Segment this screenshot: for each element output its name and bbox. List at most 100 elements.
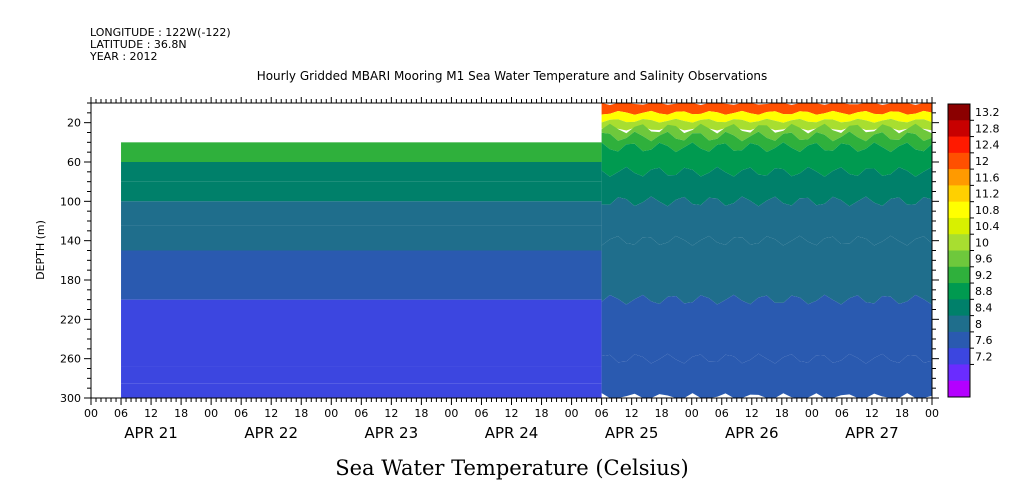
- heatmap-band-after-10: [601, 353, 932, 398]
- colorbar-swatch: [948, 169, 970, 186]
- x-tick-label: 06: [234, 407, 248, 420]
- x-tick-label: 00: [84, 407, 98, 420]
- colorbar-label: 7.6: [975, 334, 993, 347]
- colorbar-label: 8.4: [975, 301, 993, 314]
- heatmap-band-before-1: [121, 162, 602, 182]
- colorbar-swatch: [948, 266, 970, 284]
- colorbar-swatch: [948, 185, 970, 203]
- heatmap-band-after-4: [601, 131, 932, 153]
- colorbar-swatch: [948, 120, 970, 138]
- x-tick-label: 12: [505, 407, 519, 420]
- x-tick-label: 06: [595, 407, 609, 420]
- x-tick-label: 12: [865, 407, 879, 420]
- axes: 00 06 12 18 00 06 12 18 00 06 12 18 00 06 12 18 00 06 12 18…: [60, 97, 939, 442]
- y-tick-label: 60: [67, 156, 81, 169]
- heatmap-band-after-0: [601, 103, 932, 115]
- heatmap-band-after-8: [601, 235, 932, 305]
- day-label: APR 21: [124, 424, 178, 442]
- x-tick-label: 06: [114, 407, 128, 420]
- plot-area: [91, 103, 932, 398]
- y-axis-label: DEPTH (m): [34, 220, 47, 280]
- year-label: YEAR : 2012: [89, 50, 158, 63]
- heatmap-band-after-5: [601, 142, 932, 177]
- colorbar-label: 8.8: [975, 285, 993, 298]
- chart-title: Hourly Gridded MBARI Mooring M1 Sea Wate…: [257, 69, 768, 83]
- heatmap-band-after-3: [601, 123, 932, 142]
- x-tick-label: 06: [715, 407, 729, 420]
- colorbar-label: 10.4: [975, 220, 1000, 233]
- heatmap-band-before-7: [121, 299, 602, 367]
- colorbar-label: 12: [975, 155, 989, 168]
- colorbar-swatch: [948, 348, 970, 365]
- colorbar-label: 10.8: [975, 204, 1000, 217]
- x-tick-label: 18: [174, 407, 188, 420]
- colorbar-swatch: [948, 380, 970, 398]
- x-tick-label: 12: [144, 407, 158, 420]
- longitude-label: LONGITUDE : 122W(-122): [90, 26, 231, 39]
- heatmap-band-before-0: [121, 142, 602, 162]
- y-tick-label: 260: [60, 353, 81, 366]
- x-tick-label: 12: [264, 407, 278, 420]
- x-tick-label: 18: [535, 407, 549, 420]
- day-label: APR 27: [845, 424, 899, 442]
- colorbar-swatch: [948, 299, 970, 317]
- colorbar-label: 7.2: [975, 350, 993, 363]
- colorbar-swatch: [948, 234, 970, 251]
- colorbar-label: 10: [975, 236, 989, 249]
- x-tick-label: 06: [354, 407, 368, 420]
- heatmap-band-before-9: [121, 383, 602, 398]
- x-tick-label: 00: [444, 407, 458, 420]
- colorbar: 13.2 12.8 12.4 12 11.6 11.2 10.8 10.4 10 9.6 9.2 8.…: [947, 103, 1000, 398]
- colorbar-label: 12.8: [975, 122, 1000, 135]
- colorbar-label: 11.2: [975, 188, 1000, 201]
- day-label: APR 22: [244, 424, 298, 442]
- colorbar-label: 12.4: [975, 139, 1000, 152]
- colorbar-swatch: [948, 152, 970, 170]
- day-label: APR 24: [485, 424, 539, 442]
- y-tick-label: 220: [60, 313, 81, 326]
- heatmap-band-before-8: [121, 366, 602, 384]
- colorbar-swatch: [948, 250, 970, 268]
- heatmap-band-after-6: [601, 166, 932, 207]
- x-tick-label: 00: [685, 407, 699, 420]
- day-label: APR 23: [365, 424, 419, 442]
- colorbar-swatch: [948, 201, 970, 219]
- x-tick-label: 00: [565, 407, 579, 420]
- colorbar-swatch: [948, 364, 970, 382]
- colorbar-title: Sea Water Temperature (Celsius): [335, 456, 689, 480]
- y-tick-label: 100: [60, 195, 81, 208]
- heatmap-band-before-3: [121, 201, 602, 226]
- y-tick-label: 140: [60, 235, 81, 248]
- x-tick-label: 18: [294, 407, 308, 420]
- colorbar-label: 8: [975, 318, 982, 331]
- x-tick-label: 12: [745, 407, 759, 420]
- x-tick-label: 06: [835, 407, 849, 420]
- x-tick-label: 18: [895, 407, 909, 420]
- x-tick-label: 00: [324, 407, 338, 420]
- latitude-label: LATITUDE : 36.8N: [90, 38, 187, 51]
- y-tick-label: 20: [67, 117, 81, 130]
- colorbar-label: 9.2: [975, 269, 993, 282]
- colorbar-swatch: [948, 283, 970, 300]
- heatmap-band-before-5: [121, 250, 602, 280]
- x-tick-label: 12: [625, 407, 639, 420]
- x-tick-label: 18: [655, 407, 669, 420]
- x-tick-label: 18: [775, 407, 789, 420]
- heatmap-band-before-4: [121, 225, 602, 251]
- colorbar-swatch: [948, 331, 970, 349]
- x-tick-label: 00: [805, 407, 819, 420]
- x-tick-label: 00: [925, 407, 939, 420]
- colorbar-swatch: [948, 315, 970, 333]
- heatmap-band-before-6: [121, 280, 602, 300]
- heatmap-band-after-7: [601, 196, 932, 246]
- day-label: APR 25: [605, 424, 659, 442]
- x-tick-label: 18: [414, 407, 428, 420]
- colorbar-swatch: [948, 104, 970, 121]
- heatmap-band-after-2: [601, 118, 932, 131]
- heatmap-band-after-9: [601, 294, 932, 364]
- x-tick-label: 12: [384, 407, 398, 420]
- colorbar-label: 11.6: [975, 171, 1000, 184]
- y-tick-label: 300: [60, 392, 81, 405]
- y-tick-label: 180: [60, 274, 81, 287]
